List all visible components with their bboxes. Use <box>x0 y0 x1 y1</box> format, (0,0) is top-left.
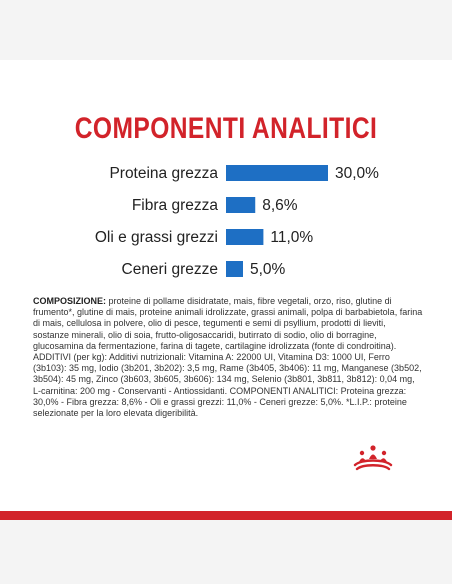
composition-body: proteine di pollame disidratate, mais, f… <box>33 296 423 419</box>
category-label-1: Proteina grezza <box>109 165 218 182</box>
bottom-accent-bar <box>0 511 452 520</box>
crown-logo-icon <box>353 445 393 471</box>
value-label-4: 5,0% <box>250 261 286 278</box>
composition-text: COMPOSIZIONE: proteine di pollame disidr… <box>33 296 423 419</box>
value-label-2: 8,6% <box>262 197 298 214</box>
category-label-3: Oli e grassi grezzi <box>95 229 218 246</box>
bar-1 <box>226 165 328 181</box>
bar-4 <box>226 261 243 277</box>
content-card <box>0 60 452 520</box>
value-label-3: 11,0% <box>270 229 313 246</box>
value-label-1: 30,0% <box>335 165 379 182</box>
bar-3 <box>226 229 264 245</box>
composition-label: COMPOSIZIONE: <box>33 296 107 306</box>
bar-2 <box>226 197 256 213</box>
category-label-2: Fibra grezza <box>132 197 219 214</box>
page-title: COMPONENTI ANALITICI <box>74 112 378 145</box>
category-label-4: Ceneri grezze <box>122 261 219 278</box>
